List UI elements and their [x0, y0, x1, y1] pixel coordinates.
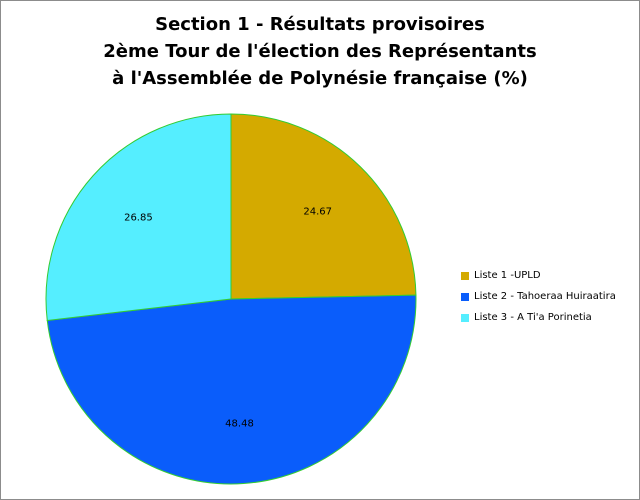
data-label-liste-1: 24.67: [303, 207, 332, 218]
chart-title: Section 1 - Résultats provisoires 2ème T…: [1, 11, 639, 92]
pie-data-labels: 24.67 48.48 26.85: [124, 207, 332, 430]
legend-label-liste-3: Liste 3 - A Ti'a Porinetia: [474, 312, 592, 323]
legend: Liste 1 -UPLD Liste 2 - Tahoeraa Huiraat…: [461, 269, 616, 332]
data-label-liste-3: 26.85: [124, 213, 153, 224]
data-label-liste-2: 48.48: [225, 419, 254, 430]
legend-swatch-liste-2: [461, 292, 469, 301]
legend-label-liste-2: Liste 2 - Tahoeraa Huiraatira: [474, 291, 616, 302]
legend-item-liste-2: Liste 2 - Tahoeraa Huiraatira: [461, 290, 616, 303]
legend-item-liste-3: Liste 3 - A Ti'a Porinetia: [461, 311, 616, 324]
legend-label-liste-1: Liste 1 -UPLD: [474, 270, 541, 281]
pie-slice-liste-1: [230, 113, 417, 300]
legend-item-liste-1: Liste 1 -UPLD: [461, 269, 616, 282]
pie-slices: [45, 113, 417, 485]
pie-slice-liste-3: [45, 113, 232, 322]
chart-title-line-3: à l'Assemblée de Polynésie française (%): [112, 68, 528, 89]
chart-title-line-1: Section 1 - Résultats provisoires: [155, 14, 485, 35]
pie-slice-liste-2: [46, 294, 417, 485]
chart-title-line-2: 2ème Tour de l'élection des Représentant…: [103, 41, 537, 62]
legend-swatch-liste-1: [461, 271, 469, 280]
legend-swatch-liste-3: [461, 313, 469, 322]
